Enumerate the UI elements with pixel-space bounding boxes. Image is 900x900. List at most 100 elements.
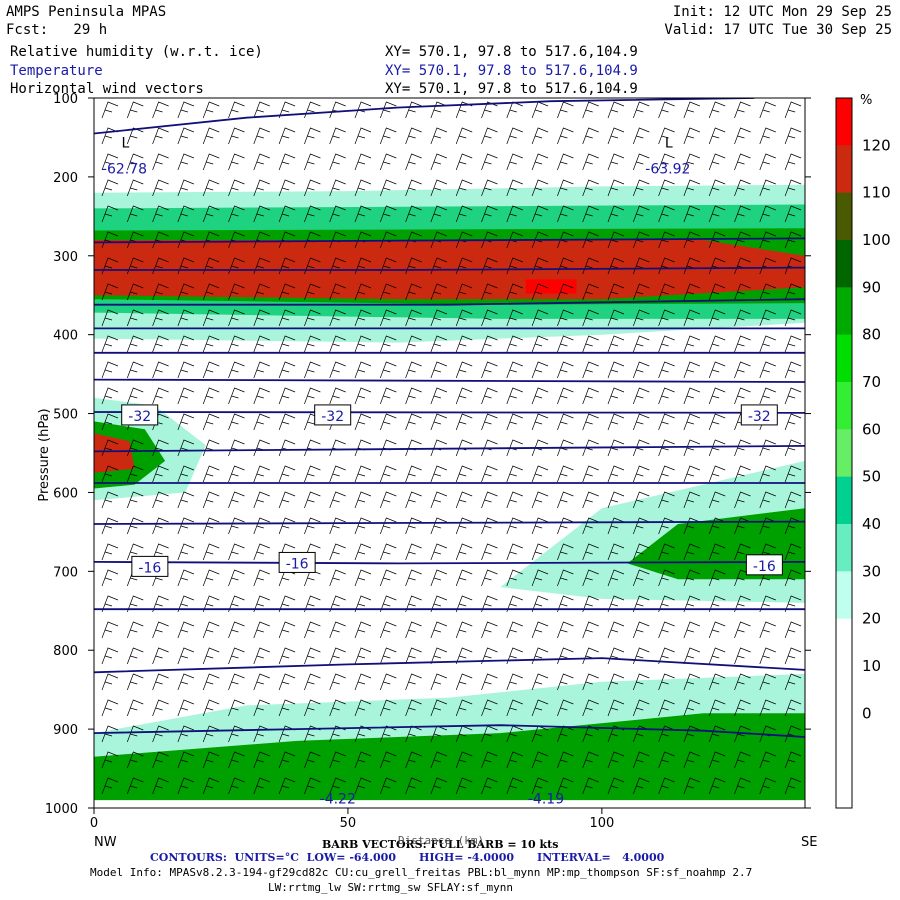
wind-barb bbox=[582, 491, 599, 509]
wind-barb bbox=[278, 621, 296, 639]
wind-barb bbox=[759, 465, 776, 483]
wind-barb bbox=[101, 699, 119, 717]
wind-barb bbox=[506, 517, 523, 535]
low-marker: L bbox=[665, 135, 673, 151]
wind-barb bbox=[531, 647, 549, 665]
wind-barb bbox=[304, 465, 321, 483]
wind-barb bbox=[607, 595, 625, 613]
wind-barb bbox=[607, 387, 625, 405]
field-rh-name: Relative humidity (w.r.t. ice) bbox=[10, 44, 263, 60]
wind-barb bbox=[177, 127, 195, 145]
wind-barb bbox=[278, 751, 296, 769]
wind-barb bbox=[708, 777, 726, 795]
wind-barb bbox=[228, 699, 245, 717]
wind-barb bbox=[101, 361, 119, 379]
wind-barb bbox=[531, 751, 549, 769]
wind-barb bbox=[582, 621, 599, 639]
wind-barb bbox=[329, 699, 346, 717]
contour-label: -16 bbox=[753, 559, 776, 575]
field-temp-xy: XY= 570.1, 97.8 to 517.6,104.9 bbox=[385, 63, 638, 79]
wind-barb bbox=[506, 621, 523, 639]
wind-barb bbox=[607, 569, 625, 587]
wind-barb bbox=[126, 205, 144, 223]
wind-barb bbox=[278, 673, 296, 691]
wind-barb bbox=[405, 361, 422, 379]
wind-barb bbox=[784, 309, 802, 327]
temperature-contour bbox=[94, 411, 805, 414]
wind-barb bbox=[784, 231, 802, 249]
wind-barb bbox=[506, 777, 523, 795]
wind-barb bbox=[683, 283, 701, 301]
wind-barb bbox=[506, 101, 523, 119]
wind-barb bbox=[658, 673, 675, 691]
wind-barb bbox=[152, 517, 169, 535]
wind-barb bbox=[582, 777, 599, 795]
wind-barb bbox=[354, 517, 372, 535]
wind-barb bbox=[632, 777, 650, 795]
wind-barb bbox=[405, 699, 422, 717]
wind-barb bbox=[708, 569, 726, 587]
wind-barb bbox=[177, 491, 195, 509]
wind-barb bbox=[531, 673, 549, 691]
wind-barb bbox=[304, 387, 321, 405]
wind-barb bbox=[734, 699, 751, 717]
wind-barb bbox=[734, 647, 751, 665]
wind-barb bbox=[379, 179, 397, 197]
wind-barb bbox=[278, 101, 296, 119]
wind-barb bbox=[329, 179, 346, 197]
wind-barb bbox=[405, 127, 422, 145]
wind-barb bbox=[202, 101, 220, 119]
wind-barb bbox=[759, 205, 776, 223]
wind-barb bbox=[531, 361, 549, 379]
wind-barb bbox=[101, 179, 119, 197]
wind-barb bbox=[329, 673, 346, 691]
wind-barb bbox=[329, 647, 346, 665]
wind-barb bbox=[557, 595, 574, 613]
wind-barb bbox=[734, 621, 751, 639]
wind-barb bbox=[455, 699, 473, 717]
wind-barb bbox=[481, 751, 498, 769]
wind-barb bbox=[354, 283, 372, 301]
wind-barb bbox=[734, 309, 751, 327]
wind-barb bbox=[683, 179, 701, 197]
wind-barb bbox=[658, 647, 675, 665]
wind-barb bbox=[632, 465, 650, 483]
wind-barb bbox=[683, 517, 701, 535]
wind-barb bbox=[253, 777, 270, 795]
wind-barb bbox=[658, 231, 675, 249]
wind-barb bbox=[531, 309, 549, 327]
wind-barb bbox=[354, 569, 372, 587]
colorbar-segment bbox=[836, 192, 852, 241]
x-axis-title: Distance (km) bbox=[398, 834, 485, 847]
wind-barb bbox=[202, 335, 220, 353]
wind-barb bbox=[430, 205, 448, 223]
wind-barb bbox=[354, 387, 372, 405]
wind-barb bbox=[708, 751, 726, 769]
wind-barb bbox=[430, 127, 448, 145]
wind-barb bbox=[582, 647, 599, 665]
wind-barb bbox=[759, 621, 776, 639]
wind-barb bbox=[582, 751, 599, 769]
wind-barb bbox=[278, 309, 296, 327]
wind-barb bbox=[734, 283, 751, 301]
wind-barb bbox=[228, 777, 245, 795]
wind-barb bbox=[126, 361, 144, 379]
wind-barb bbox=[455, 595, 473, 613]
wind-barb bbox=[784, 673, 802, 691]
wind-barb bbox=[177, 751, 195, 769]
wind-barb bbox=[354, 127, 372, 145]
colorbar-tick-label: 60 bbox=[862, 420, 881, 438]
wind-barb bbox=[582, 127, 599, 145]
wind-barb bbox=[759, 101, 776, 119]
barb-legend: BARB VECTORS: FULL BARB = 10 kts bbox=[322, 838, 559, 851]
wind-barb bbox=[430, 543, 448, 561]
wind-barb bbox=[202, 465, 220, 483]
wind-barb bbox=[658, 127, 675, 145]
wind-barb bbox=[253, 413, 270, 431]
temperature-contour bbox=[94, 98, 755, 135]
wind-barb bbox=[582, 699, 599, 717]
wind-barb bbox=[278, 465, 296, 483]
wind-barb bbox=[152, 153, 169, 171]
wind-barb bbox=[304, 595, 321, 613]
wind-barb bbox=[430, 283, 448, 301]
